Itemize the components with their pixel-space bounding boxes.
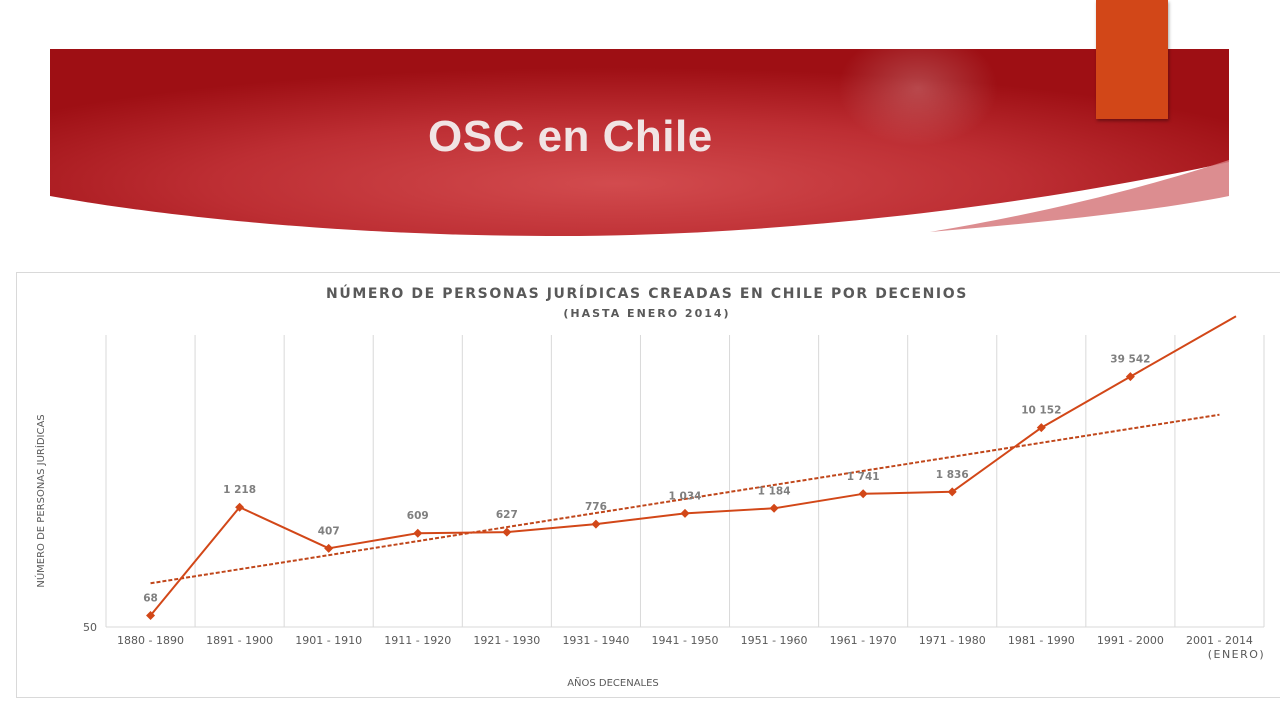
data-label: 1 836: [936, 469, 969, 481]
data-label: 627: [496, 509, 518, 521]
data-point: [146, 610, 156, 620]
data-label: 1 741: [847, 471, 880, 483]
chart-subtitle: (HASTA ENERO 2014): [563, 307, 730, 320]
x-tick-label: 1901 - 1910: [295, 634, 362, 647]
x-tick-labels: 1880 - 1890 1891 - 1900 1901 - 1910 1911 - …: [117, 634, 1265, 661]
accent-tab: [1096, 0, 1168, 119]
data-point: [324, 543, 334, 553]
x-tick-label: 2001 - 2014 (ENERO): [1186, 634, 1265, 661]
series-line-group: [149, 315, 1237, 617]
x-tick-label: 1911 - 1920: [384, 634, 451, 647]
gridlines: [105, 335, 1265, 627]
data-label: 68: [143, 592, 158, 604]
chart-title: NÚMERO DE PERSONAS JURÍDICAS CREADAS EN …: [326, 284, 968, 302]
x-axis-title: AÑOS DECENALES: [567, 676, 659, 689]
trendline: [150, 413, 1220, 585]
x-tick-label: 1880 - 1890: [117, 634, 184, 647]
data-label: 39 542: [1110, 354, 1150, 366]
data-point: [502, 527, 512, 537]
data-label: 1 184: [758, 485, 791, 497]
data-point: [1125, 372, 1135, 382]
y-tick-labels: 50: [83, 621, 97, 634]
chart-frame: NÚMERO DE PERSONAS JURÍDICAS CREADAS EN …: [16, 272, 1280, 698]
x-tick-label: 1971 - 1980: [919, 634, 986, 647]
data-labels: 68 1 218 407 609 627 776 1 034 1 184 1 741 1 836 1…: [143, 354, 1150, 605]
data-label: 1 218: [223, 484, 256, 496]
data-point: [769, 503, 779, 513]
banner-swoosh: [930, 160, 1229, 232]
x-tick-label: 1951 - 1960: [741, 634, 808, 647]
data-label: 776: [585, 501, 607, 513]
y-tick-label: 50: [83, 621, 97, 634]
series-line: [149, 315, 1237, 617]
data-point: [413, 528, 423, 538]
banner-highlight: [838, 30, 998, 146]
slide-title: OSC en Chile: [428, 112, 713, 161]
data-label: 609: [407, 510, 429, 522]
trendline-group: [150, 413, 1220, 585]
x-tick-label: 1961 - 1970: [830, 634, 897, 647]
data-point: [947, 487, 957, 497]
x-tick-label: 1931 - 1940: [562, 634, 629, 647]
data-point: [858, 489, 868, 499]
data-label: 1 034: [669, 490, 702, 502]
data-markers: [146, 372, 1135, 620]
data-point: [680, 508, 690, 518]
data-point: [235, 502, 245, 512]
data-label: 407: [318, 525, 340, 537]
x-tick-label: 1991 - 2000: [1097, 634, 1164, 647]
x-tick-label: 1921 - 1930: [473, 634, 540, 647]
data-label: 10 152: [1021, 405, 1061, 417]
data-point: [1036, 423, 1046, 433]
line-chart: NÚMERO DE PERSONAS JURÍDICAS CREADAS EN …: [34, 284, 1265, 689]
x-tick-label: 1941 - 1950: [652, 634, 719, 647]
y-axis-title: NÚMERO DE PERSONAS JURÍDICAS: [34, 414, 47, 587]
title-banner: [50, 30, 1229, 236]
x-tick-label: 1981 - 1990: [1008, 634, 1075, 647]
x-tick-label: 1891 - 1900: [206, 634, 273, 647]
data-point: [591, 519, 601, 529]
